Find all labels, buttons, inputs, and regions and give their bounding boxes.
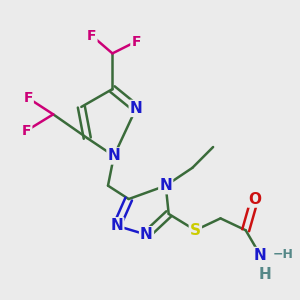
- Text: −H: −H: [272, 248, 293, 261]
- Text: F: F: [23, 91, 33, 105]
- Text: H: H: [259, 267, 271, 282]
- Text: F: F: [131, 34, 141, 49]
- Text: N: N: [107, 148, 120, 164]
- Text: N: N: [110, 218, 123, 233]
- Text: F: F: [22, 124, 31, 138]
- Text: N: N: [130, 101, 142, 116]
- Text: O: O: [248, 191, 261, 206]
- Text: S: S: [190, 223, 201, 238]
- Text: N: N: [254, 248, 267, 263]
- Text: N: N: [140, 227, 153, 242]
- Text: F: F: [87, 28, 97, 43]
- Text: N: N: [159, 178, 172, 193]
